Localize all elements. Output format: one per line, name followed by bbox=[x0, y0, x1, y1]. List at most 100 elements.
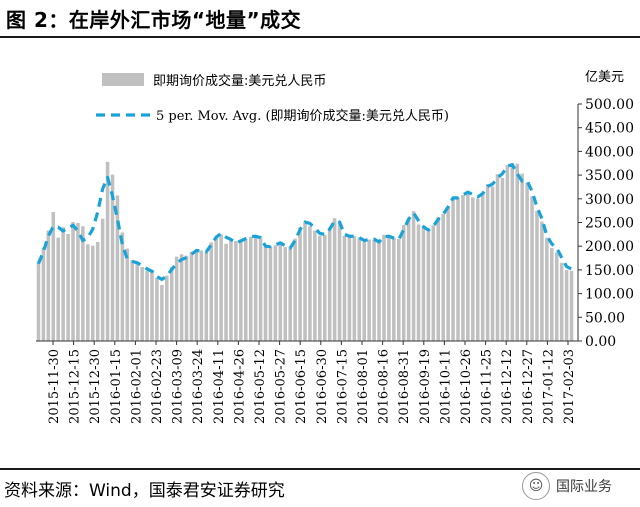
volume-bar bbox=[426, 231, 431, 341]
legend: 即期询价成交量:美元兑人民币 5 per. Mov. Avg. (即期询价成交量:… bbox=[96, 73, 449, 124]
volume-bar bbox=[283, 247, 288, 341]
volume-bar bbox=[71, 222, 75, 341]
volume-bar bbox=[51, 212, 56, 341]
x-tick-label: 2016-08-01 bbox=[356, 349, 371, 424]
volume-bar bbox=[352, 236, 357, 341]
volume-bar bbox=[243, 239, 248, 341]
volume-bar bbox=[357, 237, 362, 341]
legend-bar-label: 即期询价成交量:美元兑人民币 bbox=[153, 73, 326, 89]
x-tick-label: 2017-02-03 bbox=[562, 349, 577, 424]
volume-bar bbox=[239, 239, 243, 341]
volume-bar bbox=[342, 235, 347, 341]
x-tick-label: 2016-09-19 bbox=[418, 349, 433, 424]
volume-bar bbox=[387, 237, 391, 341]
volume-bar bbox=[61, 227, 65, 341]
x-tick-label: 2016-02-01 bbox=[129, 349, 144, 424]
figure-title: 图 2：在岸外汇市场“地量”成交 bbox=[6, 8, 302, 32]
x-tick-label: 2016-02-23 bbox=[150, 349, 165, 424]
volume-bar bbox=[401, 224, 406, 341]
volume-bar bbox=[332, 218, 337, 341]
volume-bar bbox=[485, 184, 490, 341]
volume-bar bbox=[100, 218, 105, 341]
volume-bar bbox=[184, 255, 189, 341]
volume-bar bbox=[189, 251, 194, 341]
x-tick-label: 2016-04-26 bbox=[232, 349, 247, 424]
volume-bar bbox=[253, 236, 258, 341]
bar-series bbox=[36, 161, 574, 341]
volume-bar bbox=[258, 238, 263, 341]
volume-bar bbox=[550, 248, 554, 341]
x-tick-label: 2016-03-09 bbox=[171, 349, 186, 424]
volume-bar bbox=[303, 222, 307, 341]
volume-bar bbox=[392, 238, 396, 341]
volume-bar bbox=[86, 244, 90, 341]
x-tick-label: 2016-06-30 bbox=[315, 349, 330, 424]
volume-bar bbox=[110, 174, 115, 341]
y-tick-label: 500.00 bbox=[585, 97, 634, 113]
volume-bar bbox=[214, 238, 218, 341]
y-tick-label: 400.00 bbox=[585, 144, 634, 160]
volume-bar bbox=[90, 245, 95, 341]
volume-bar bbox=[145, 270, 149, 341]
volume-bar bbox=[199, 250, 204, 341]
y-axis: 500.00 450.00 400.00 350.00 300.00 250.00 200.… bbox=[577, 97, 634, 350]
x-tick-label: 2015-12-15 bbox=[68, 349, 83, 424]
volume-bar bbox=[194, 249, 199, 341]
x-tick-label: 2016-06-15 bbox=[294, 349, 309, 424]
volume-bar bbox=[436, 217, 441, 341]
x-tick-label: 2016-11-25 bbox=[480, 349, 495, 424]
x-tick-label: 2015-12-30 bbox=[88, 349, 103, 424]
y-tick-label: 200.00 bbox=[585, 239, 634, 255]
volume-bar bbox=[46, 230, 51, 341]
volume-bar bbox=[160, 285, 164, 341]
volume-bar bbox=[461, 195, 465, 341]
volume-bar bbox=[125, 248, 130, 341]
volume-bar bbox=[411, 211, 416, 341]
volume-bar bbox=[416, 224, 421, 341]
volume-bar bbox=[318, 235, 322, 341]
volume-bar bbox=[466, 192, 470, 341]
volume-bar bbox=[559, 262, 564, 341]
volume-bar bbox=[337, 221, 342, 341]
volume-bar bbox=[520, 173, 524, 341]
x-tick-label: 2016-08-16 bbox=[377, 349, 392, 424]
x-tick-label: 2016-03-24 bbox=[191, 349, 206, 424]
x-tick-label: 2017-01-12 bbox=[541, 349, 556, 424]
volume-bar bbox=[569, 270, 574, 341]
y-tick-label: 0.00 bbox=[585, 334, 616, 350]
x-tick-label: 2016-01-15 bbox=[109, 349, 124, 424]
y-tick-label: 350.00 bbox=[585, 168, 634, 184]
watermark-label: 国际业务 bbox=[556, 479, 612, 495]
volume-bar bbox=[120, 232, 125, 341]
volume-bar bbox=[288, 246, 292, 341]
volume-bar bbox=[327, 228, 332, 341]
wechat-icon: ☺ bbox=[522, 472, 550, 500]
volume-bar bbox=[377, 240, 381, 341]
volume-bar bbox=[219, 234, 223, 341]
volume-bar bbox=[273, 245, 278, 341]
volume-bar bbox=[115, 195, 120, 341]
volume-bar bbox=[515, 163, 520, 341]
volume-bar bbox=[209, 242, 213, 341]
volume-bar bbox=[545, 237, 549, 341]
volume-bar bbox=[372, 239, 376, 341]
volume-bar bbox=[140, 267, 144, 341]
y-tick-label: 100.00 bbox=[585, 287, 634, 303]
bottom-rule bbox=[0, 468, 640, 470]
moving-average-series bbox=[36, 163, 573, 281]
volume-bar bbox=[490, 186, 495, 341]
volume-bar bbox=[456, 198, 460, 341]
moving-average-line bbox=[36, 163, 573, 281]
volume-bar bbox=[367, 239, 371, 341]
watermark-badge: ☺ 国际业务 bbox=[522, 470, 612, 502]
volume-bar bbox=[278, 243, 283, 341]
volume-bar bbox=[224, 243, 228, 341]
volume-bar bbox=[322, 234, 327, 341]
volume-bar bbox=[268, 246, 273, 341]
source-note: 资料来源：Wind，国泰君安证券研究 bbox=[4, 481, 285, 501]
volume-bar bbox=[535, 211, 539, 341]
y-tick-label: 50.00 bbox=[585, 310, 625, 326]
volume-bar bbox=[471, 197, 475, 341]
volume-bar bbox=[554, 252, 559, 341]
volume-bar bbox=[81, 226, 85, 341]
